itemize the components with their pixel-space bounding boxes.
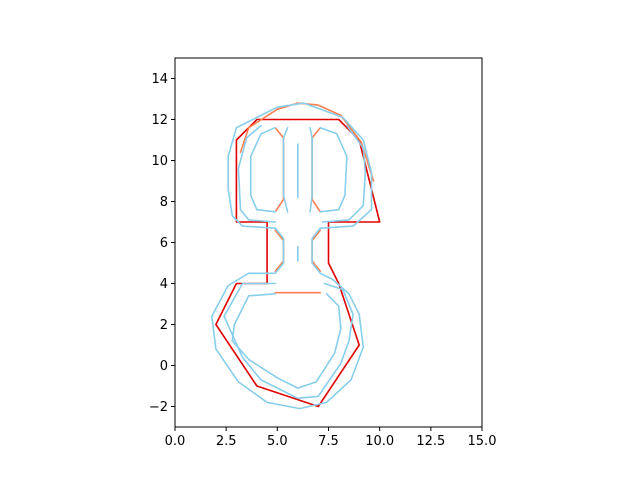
y-tick-label: 6 xyxy=(160,236,168,251)
y-tick-label: 12 xyxy=(151,113,168,128)
y-axis: −2 0 2 4 6 8 10 12 14 xyxy=(149,72,175,415)
y-tick-label: 2 xyxy=(160,318,168,333)
x-tick-label: 0.0 xyxy=(165,434,186,449)
series-line-9 xyxy=(237,124,277,223)
series-line-8 xyxy=(211,102,373,410)
y-tick-label: 4 xyxy=(160,277,168,292)
series-line-14 xyxy=(319,126,348,213)
y-tick-label: 10 xyxy=(151,154,168,169)
series-line-11 xyxy=(249,126,277,213)
series-line-17 xyxy=(223,282,354,400)
series-line-18 xyxy=(231,292,342,389)
x-tick-label: 2.5 xyxy=(216,434,237,449)
series-line-13 xyxy=(309,126,313,213)
series-line-12 xyxy=(282,126,289,213)
x-axis: 0.0 2.5 5.0 7.5 10.0 12.5 15.0 xyxy=(165,427,497,449)
y-tick-label: 14 xyxy=(151,72,168,87)
series-line-10 xyxy=(321,124,367,223)
y-tick-label: 8 xyxy=(160,195,168,210)
x-tick-label: 15.0 xyxy=(468,434,497,449)
x-tick-label: 10.0 xyxy=(365,434,394,449)
y-tick-label: 0 xyxy=(160,359,168,374)
x-tick-label: 5.0 xyxy=(267,434,288,449)
x-tick-label: 12.5 xyxy=(416,434,445,449)
series-layer xyxy=(211,102,381,410)
y-tick-label: −2 xyxy=(149,400,168,415)
x-tick-label: 7.5 xyxy=(318,434,339,449)
